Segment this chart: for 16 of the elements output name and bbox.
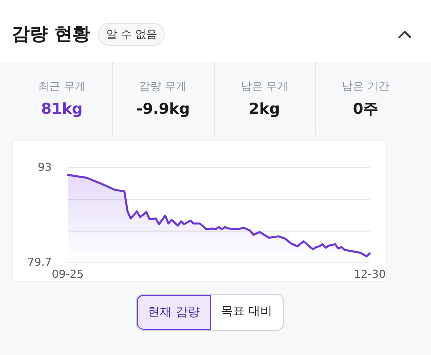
x-tick-label: 09-25 <box>52 268 84 281</box>
text: 감량 무게 <box>140 79 188 94</box>
text: 남은 무게 <box>240 79 288 94</box>
text: 81kg <box>41 100 83 118</box>
text: 알 수 없음 <box>98 22 166 46</box>
y-tick-label: 93 <box>38 161 52 174</box>
x-tick-label: 12-30 <box>354 268 386 281</box>
text: 남은 기간 <box>342 78 390 94</box>
text: 최근 무게 <box>38 79 86 94</box>
text: 2kg <box>249 100 280 118</box>
y-tick-label: 79.7 <box>28 256 52 269</box>
text: -9.9kg <box>136 100 190 118</box>
text: 현재 감량 <box>137 295 211 330</box>
text: 목표 대비 <box>220 303 274 320</box>
text: 0주 <box>353 100 379 118</box>
chart-title: 감량 현황 <box>12 23 90 46</box>
